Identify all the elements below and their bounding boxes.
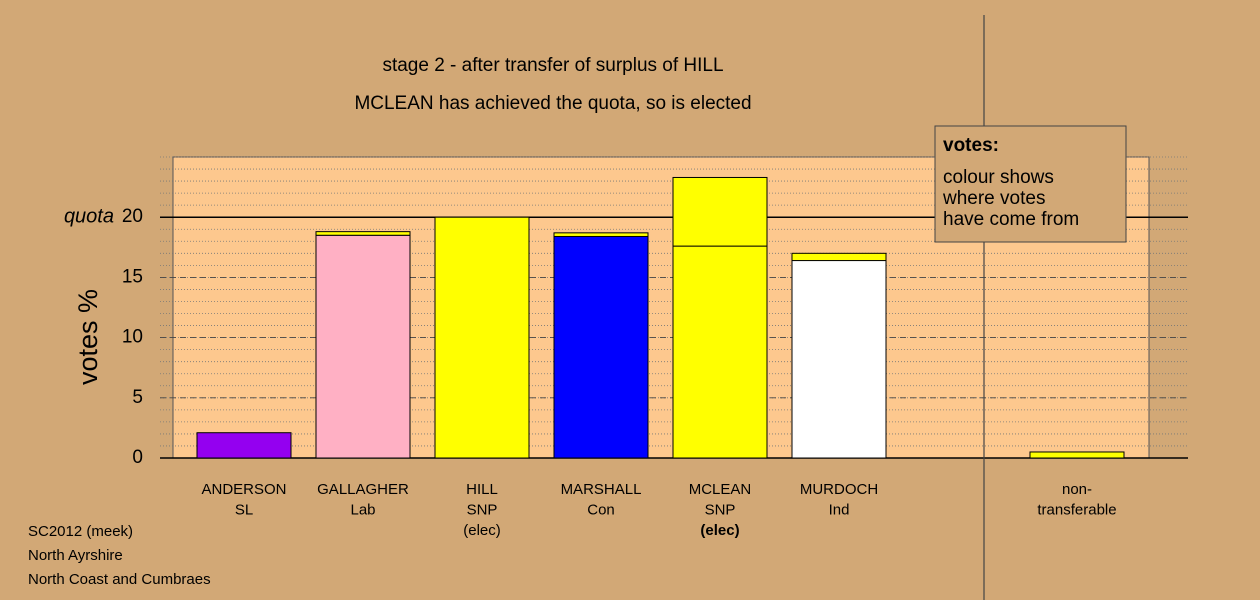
x-tick-label: GALLAGHER (317, 481, 409, 498)
y-axis-label: votes % (73, 289, 103, 385)
x-tick-label: Lab (350, 501, 375, 518)
bar-segment (434, 216, 530, 459)
x-tick-label: non- (1062, 481, 1092, 498)
y-tick-label: 20 (122, 206, 143, 227)
chart-subtitle: MCLEAN has achieved the quota, so is ele… (354, 93, 751, 114)
x-tick-label: HILL (466, 481, 498, 498)
legend-text: colour shows (943, 167, 1054, 188)
x-tick-label: MURDOCH (800, 481, 878, 498)
bars: ANDERSON SL GALLAGHER Lab HILL SNP (elec) MARSH… (196, 176, 1125, 539)
bar-segment (315, 234, 411, 459)
legend: votes: colour shows where votes have com… (934, 125, 1127, 243)
bar-segment (791, 260, 887, 459)
x-tick-label: Ind (829, 501, 850, 518)
x-tick-label: Con (587, 501, 615, 518)
x-tick-label: MARSHALL (561, 481, 642, 498)
x-tick-label: ANDERSON (201, 481, 286, 498)
x-tick-label: MCLEAN (689, 481, 752, 498)
footer-text: SC2012 (meek) (28, 523, 133, 540)
footer-text: North Coast and Cumbraes (28, 571, 211, 588)
x-tick-label: (elec) (463, 522, 501, 539)
x-tick-label: transferable (1037, 501, 1116, 518)
legend-text: have come from (943, 209, 1079, 230)
bar-segment (553, 235, 649, 459)
x-tick-label: SNP (467, 501, 498, 518)
bar-segment (1029, 451, 1125, 459)
y-tick-label: 0 (132, 447, 143, 468)
x-tick-label: SL (235, 501, 253, 518)
bar-segment (315, 231, 411, 236)
chart-title: stage 2 - after transfer of surplus of H… (382, 55, 723, 76)
bar-segment (672, 245, 768, 459)
x-tick-label: (elec) (700, 522, 739, 539)
y-tick-label: 5 (132, 387, 143, 408)
y-tick-label: 15 (122, 266, 143, 287)
bar-segment (553, 232, 649, 237)
bar-segment (196, 432, 292, 459)
x-tick-label: SNP (705, 501, 736, 518)
y-tick-label: 10 (122, 327, 143, 348)
footer-text: North Ayrshire (28, 547, 123, 564)
bar-segment (791, 252, 887, 262)
legend-title: votes: (943, 135, 999, 156)
legend-text: where votes (942, 188, 1045, 209)
legend-box (934, 125, 1127, 243)
bar-segment (672, 176, 768, 247)
quota-label: quota (64, 205, 114, 227)
